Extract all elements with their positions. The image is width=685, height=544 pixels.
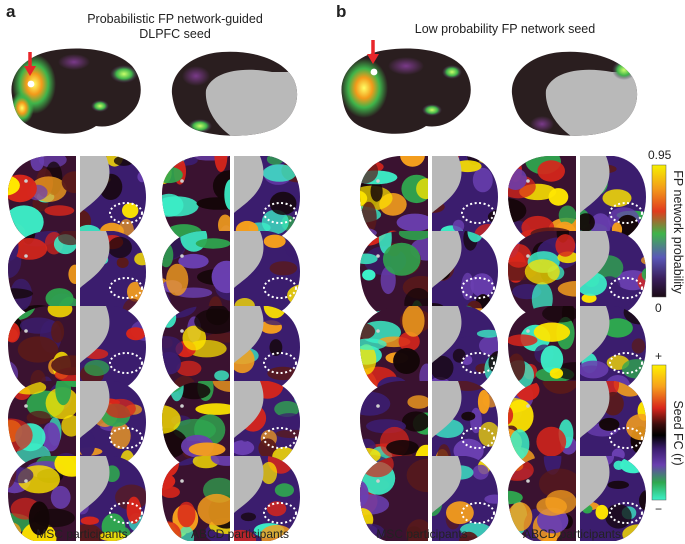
panel-a-footer-abcd: ABCD participants xyxy=(190,527,290,541)
individual-map-tile xyxy=(8,378,146,470)
individual-map-tile xyxy=(162,453,300,544)
individual-map-tile xyxy=(508,228,646,320)
individual-map-tile xyxy=(360,153,498,245)
fc-min-label: − xyxy=(655,502,663,516)
fc-colorbar xyxy=(651,364,667,501)
panel-a-seed-arrowhead xyxy=(24,66,36,76)
panel-b-footer-msc: MSC participants xyxy=(376,527,468,541)
panel-b-title: Low probability FP network seed xyxy=(414,22,596,36)
fc-max-label: + xyxy=(655,349,663,363)
probability-colorbar-title: FP network probability xyxy=(671,170,685,294)
individual-map-tile xyxy=(162,153,300,245)
probability-colorbar xyxy=(651,164,667,298)
individual-map-tile xyxy=(360,453,498,544)
individual-maps-grid xyxy=(8,153,646,544)
panel-letter-b: b xyxy=(336,2,347,21)
individual-map-tile xyxy=(8,453,146,544)
individual-map-tile xyxy=(8,303,146,395)
panel-b-lateral-brain xyxy=(341,48,471,134)
panel-a-footer-msc: MSC participants xyxy=(36,527,128,541)
panel-b-seed-arrowhead xyxy=(367,54,379,64)
individual-map-tile xyxy=(508,453,646,544)
panel-a-medial-brain xyxy=(171,51,298,136)
panel-letter-a: a xyxy=(6,2,16,21)
panel-a-title-line2: DLPFC seed xyxy=(139,27,211,41)
panel-a-title-line1: Probabilistic FP network-guided xyxy=(87,12,263,26)
probability-min-label: 0 xyxy=(655,301,662,315)
panel-a-title: Probabilistic FP network-guided DLPFC se… xyxy=(40,12,310,42)
fc-colorbar-title: Seed FC (r) xyxy=(671,400,685,466)
panel-b-medial-brain xyxy=(511,51,638,136)
panel-a-lateral-brain xyxy=(11,48,141,134)
probability-max-label: 0.95 xyxy=(648,148,672,162)
individual-map-tile xyxy=(508,303,646,395)
panel-a-group-brains xyxy=(11,40,638,136)
panel-b-footer-abcd: ABCD participants xyxy=(522,527,622,541)
